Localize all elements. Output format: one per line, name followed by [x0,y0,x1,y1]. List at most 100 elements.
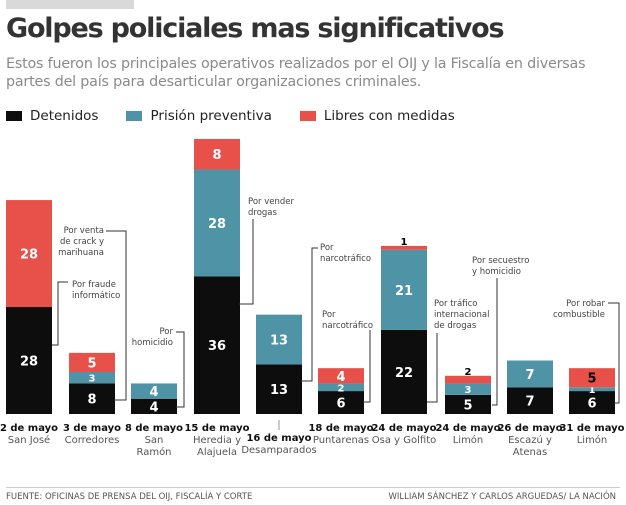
bar-segment-detenidos [318,391,364,414]
bar-segment-libres-con-medidas [381,245,427,250]
category-place: Escazú y [508,434,552,446]
annotation-leader-line [608,302,620,404]
annotation-leader-line [492,278,498,406]
chart-title: Golpes policiales mas significativos [6,13,505,44]
annotation-text: drogas [248,208,278,218]
category-place: San José [8,434,50,446]
bar-segment-detenidos [6,307,52,414]
category-place: Limón [577,434,608,446]
category-place: Desamparados [241,445,316,456]
bar-segment-prisión-preventiva [318,383,364,392]
data-label: 1 [401,237,408,248]
annotation-leader-line [427,333,438,403]
category-date: 3 de mayo [63,423,121,434]
data-label: 36 [208,339,226,354]
bar-segment-prisión-preventiva [507,360,553,388]
annotation-text: narcotráfico [322,321,373,331]
annotation-text: Por secuestro [472,256,529,266]
bar-segment-prisión-preventiva [69,371,115,384]
category-date: 2 de mayo [0,423,58,434]
category-date: 18 de mayo [308,423,373,434]
data-label: 2 [338,383,345,394]
category-place: Atenas [513,447,547,458]
annotation-leader-line [176,331,185,408]
bar-segment-detenidos [445,394,491,414]
category-date: 31 de mayo [559,423,624,434]
category-place: Heredia y [193,435,241,446]
category-place: Puntarenas [313,435,369,446]
bar-segment-libres-con-medidas [69,352,115,372]
data-label: 13 [270,383,288,398]
data-label: 21 [395,284,413,299]
annotation-text: de drogas [434,321,477,331]
category-date: 16 de mayo [246,433,311,444]
data-label: 7 [525,368,534,383]
annotation-text: de crack y [60,237,104,247]
data-label: 4 [149,400,158,415]
annotation-leader-line [239,219,254,305]
bar-segment-libres-con-medidas [569,368,615,388]
annotation-text: combustible [553,310,605,320]
data-label: 5 [463,398,472,413]
legend-label: Prisión preventiva [150,108,272,124]
annotation-text: Por [322,310,336,320]
data-label: 13 [270,334,288,349]
data-label: 5 [87,356,96,371]
data-label: 4 [336,370,345,385]
category-place: Corredores [65,435,120,446]
annotation-text: marihuana [58,248,104,258]
data-label: 1 [589,385,596,396]
footer-divider [6,487,620,488]
data-label: 2 [465,367,472,378]
bar-segment-libres-con-medidas [6,200,52,308]
annotation-text: Por tráfico [434,299,477,309]
source-note: FUENTE: OFICINAS DE PRENSA DEL OIJ, FISC… [6,492,253,502]
bar-segment-prisión-preventiva [194,169,240,277]
bar-segment-libres-con-medidas [445,375,491,384]
bar-segment-prisión-preventiva [131,383,177,399]
credit-note: WILLIAM SÁNCHEZ Y CARLOS ARGUEDAS/ LA NA… [388,492,617,502]
annotation-text: Por vender [248,197,294,207]
annotation-text: Por fraude [72,280,116,290]
annotation-leader-line [363,330,371,403]
data-label: 6 [336,397,345,412]
annotation-leader-line [52,281,68,346]
data-label: 8 [212,148,221,163]
bar-segment-prisión-preventiva [256,314,302,365]
annotation-leader-line [301,247,318,382]
bar-segment-detenidos [256,364,302,414]
category-place: Ramón [136,446,171,458]
category-place: Osa y Golfito [372,435,436,446]
data-label: 6 [587,397,596,412]
bar-segment-detenidos [194,276,240,414]
bar-segment-detenidos [569,391,615,414]
annotation-text: homicidio [132,338,173,348]
category-place: San [145,435,164,446]
data-label: 28 [208,217,226,232]
bar-segment-detenidos [131,398,177,414]
legend-label: Libres con medidas [323,108,455,124]
bar-segment-detenidos [507,387,553,414]
category-date: 24 de mayo [371,423,436,434]
annotation-text: Por robar [566,299,605,309]
legend: Detenidos Prisión preventiva Libres con … [6,108,455,124]
data-label: 28 [20,355,38,370]
category-date: 15 de mayo [184,423,249,434]
data-label: 22 [395,366,413,381]
legend-label: Detenidos [30,108,99,124]
annotation-text: Por [320,243,334,253]
annotation-text: internacional [434,310,489,320]
annotation-text: informático [72,291,120,301]
bar-segment-prisión-preventiva [445,383,491,395]
data-label: 4 [149,385,158,400]
legend-item-detenidos: Detenidos [6,108,98,124]
top-bar [6,0,134,9]
